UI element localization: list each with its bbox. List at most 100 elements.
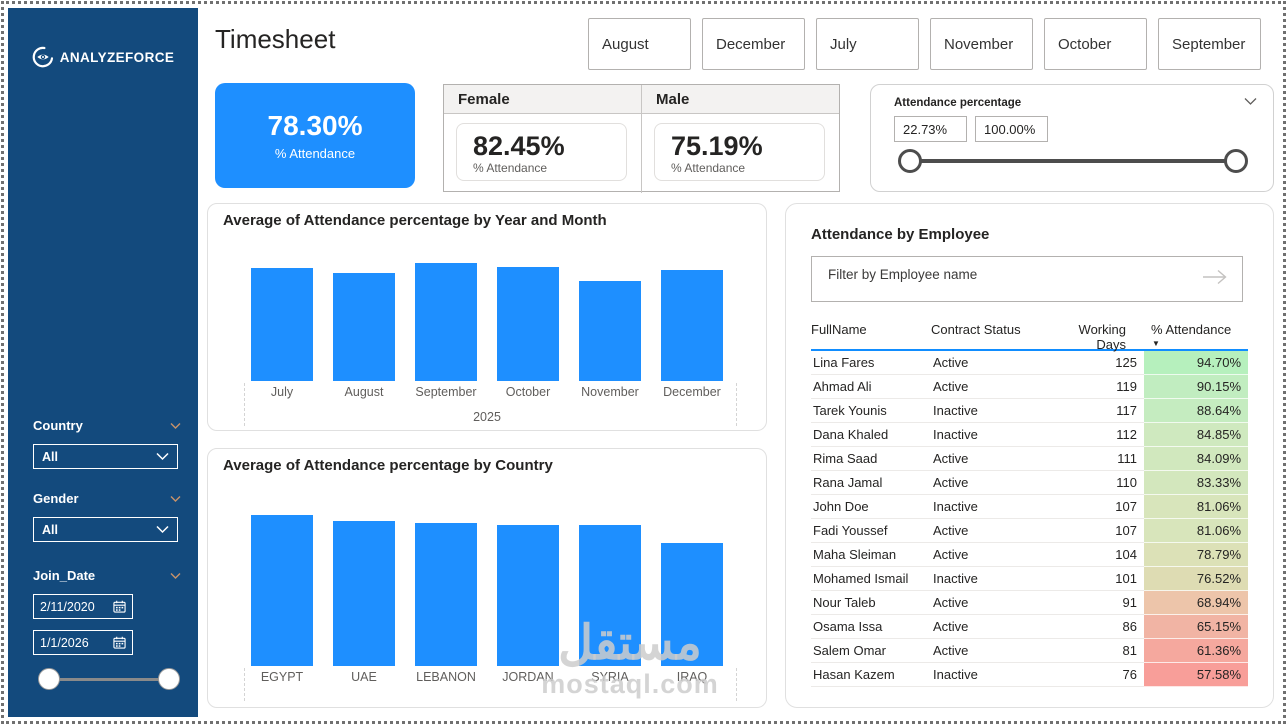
cell-contract-status: Inactive: [931, 567, 1046, 591]
attendance-by-employee-card: Attendance by Employee Filter by Employe…: [785, 203, 1274, 708]
attendance-max-input[interactable]: 100.00%: [975, 116, 1048, 142]
bar-syria[interactable]: [579, 525, 641, 666]
slider-track[interactable]: [910, 159, 1236, 163]
attendance-min-input[interactable]: 22.73%: [894, 116, 967, 142]
table-row[interactable]: Salem Omar Active 81 61.36%: [811, 639, 1248, 663]
bar-item-egypt: EGYPT: [251, 515, 313, 688]
cell-attendance: 84.09%: [1144, 447, 1248, 471]
chevron-down-icon[interactable]: [170, 495, 181, 503]
calendar-icon[interactable]: [113, 636, 126, 649]
gender-dropdown[interactable]: All: [33, 517, 178, 542]
column-header-contract-status[interactable]: Contract Status: [931, 322, 1021, 337]
cell-working-days: 81: [1046, 639, 1144, 663]
calendar-icon[interactable]: [113, 600, 126, 613]
cell-working-days: 86: [1046, 615, 1144, 639]
bar-jordan[interactable]: [497, 525, 559, 666]
join-date-end-input[interactable]: 1/1/2026: [33, 630, 133, 655]
table-row[interactable]: Fadi Youssef Active 107 81.06%: [811, 519, 1248, 543]
sort-descending-icon[interactable]: ▼: [1152, 339, 1160, 348]
table-row[interactable]: Rima Saad Active 111 84.09%: [811, 447, 1248, 471]
page-title: Timesheet: [215, 24, 336, 54]
bar-item-syria: SYRIA: [579, 525, 641, 688]
table-row[interactable]: Nour Taleb Active 91 68.94%: [811, 591, 1248, 615]
join-date-start-input[interactable]: 2/11/2020: [33, 594, 133, 619]
eye-icon: [32, 46, 53, 68]
table-row[interactable]: Maha Sleiman Active 104 78.79%: [811, 543, 1248, 567]
bar-august[interactable]: [333, 273, 395, 381]
table-row[interactable]: Dana Khaled Inactive 112 84.85%: [811, 423, 1248, 447]
chart-country-title: Average of Attendance percentage by Coun…: [223, 457, 553, 474]
cell-working-days: 101: [1046, 567, 1144, 591]
chevron-down-icon[interactable]: [170, 422, 181, 430]
cell-contract-status: Active: [931, 351, 1046, 375]
table-row[interactable]: Tarek Younis Inactive 117 88.64%: [811, 399, 1248, 423]
gender-label: Gender: [33, 491, 79, 506]
bar-item-august: August: [333, 273, 395, 403]
month-button-october[interactable]: October: [1044, 18, 1147, 70]
month-button-july[interactable]: July: [816, 18, 919, 70]
bar-label: SYRIA: [591, 670, 629, 684]
bar-egypt[interactable]: [251, 515, 313, 666]
column-header-attendance[interactable]: % Attendance: [1151, 322, 1232, 337]
table-row[interactable]: Hasan Kazem Inactive 76 57.58%: [811, 663, 1248, 687]
chevron-down-icon[interactable]: [1244, 97, 1257, 106]
slider-handle-min[interactable]: [898, 149, 922, 173]
column-header-working-days[interactable]: Working Days: [1078, 322, 1126, 352]
cell-fullname: Lina Fares: [811, 351, 931, 375]
slider-handle-end[interactable]: [158, 668, 180, 690]
bar-label: December: [663, 385, 721, 399]
bar-label: July: [270, 385, 294, 399]
bar-july[interactable]: [251, 268, 313, 381]
gender-slicer-header: Gender: [33, 491, 181, 506]
table-row[interactable]: John Doe Inactive 107 81.06%: [811, 495, 1248, 519]
employee-table: FullName Contract Status Working Days % …: [811, 319, 1248, 687]
female-attendance-label: % Attendance: [473, 161, 548, 175]
cell-attendance: 78.79%: [1144, 543, 1248, 567]
cell-attendance: 81.06%: [1144, 519, 1248, 543]
bar-lebanon[interactable]: [415, 523, 477, 666]
female-header: Female: [458, 90, 510, 108]
cell-working-days: 110: [1046, 471, 1144, 495]
table-row[interactable]: Lina Fares Active 125 94.70%: [811, 351, 1248, 375]
bar-october[interactable]: [497, 267, 559, 381]
employee-filter-placeholder: Filter by Employee name: [828, 267, 978, 282]
employee-filter-input[interactable]: Filter by Employee name: [811, 256, 1243, 302]
bar-iraq[interactable]: [661, 543, 723, 666]
table-row[interactable]: Mohamed Ismail Inactive 101 76.52%: [811, 567, 1248, 591]
join-date-range-slider: [38, 668, 180, 692]
chart-month-bars: July August September October November Decemb…: [223, 263, 751, 403]
column-header-fullname[interactable]: FullName: [811, 322, 867, 337]
bar-december[interactable]: [661, 270, 723, 381]
cell-attendance: 94.70%: [1144, 351, 1248, 375]
slider-handle-start[interactable]: [38, 668, 60, 690]
cell-attendance: 81.06%: [1144, 495, 1248, 519]
brand-name: ANALYZEFORCE: [59, 49, 175, 65]
cell-fullname: Osama Issa: [811, 615, 931, 639]
bar-november[interactable]: [579, 281, 641, 381]
male-attendance-label: % Attendance: [671, 161, 746, 175]
slider-track[interactable]: [48, 678, 170, 681]
month-button-november[interactable]: November: [930, 18, 1033, 70]
table-row[interactable]: Ahmad Ali Active 119 90.15%: [811, 375, 1248, 399]
cell-attendance: 57.58%: [1144, 663, 1248, 687]
table-row[interactable]: Osama Issa Active 86 65.15%: [811, 615, 1248, 639]
chevron-down-icon: [156, 525, 169, 534]
cell-working-days: 76: [1046, 663, 1144, 687]
cell-attendance: 83.33%: [1144, 471, 1248, 495]
bar-uae[interactable]: [333, 521, 395, 666]
slider-handle-max[interactable]: [1224, 149, 1248, 173]
country-dropdown[interactable]: All: [33, 444, 178, 469]
cell-contract-status: Active: [931, 519, 1046, 543]
chevron-down-icon: [156, 452, 169, 461]
table-row[interactable]: Rana Jamal Active 110 83.33%: [811, 471, 1248, 495]
cell-attendance: 76.52%: [1144, 567, 1248, 591]
axis-tick: [244, 383, 245, 426]
month-button-september[interactable]: September: [1158, 18, 1261, 70]
cell-attendance: 68.94%: [1144, 591, 1248, 615]
chevron-down-icon[interactable]: [170, 572, 181, 580]
month-button-august[interactable]: August: [588, 18, 691, 70]
arrow-right-icon[interactable]: [1202, 269, 1228, 285]
month-button-december[interactable]: December: [702, 18, 805, 70]
slicer-title: Attendance percentage: [894, 97, 1022, 109]
bar-september[interactable]: [415, 263, 477, 381]
